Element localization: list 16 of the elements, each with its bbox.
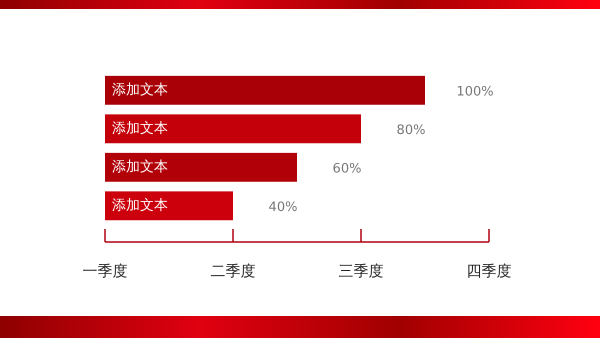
data-label: 60% xyxy=(332,162,362,177)
data-label: 100% xyxy=(456,84,494,100)
data-label: 80% xyxy=(396,123,426,138)
bar xyxy=(105,152,297,182)
bar xyxy=(105,191,233,220)
data-label: 40% xyxy=(268,200,298,216)
y-tick-label: 添加文本 xyxy=(112,120,168,136)
bar xyxy=(105,76,425,105)
y-tick-label: 添加文本 xyxy=(112,197,168,214)
y-tick-label: 添加文本 xyxy=(112,82,168,98)
bar xyxy=(105,114,361,144)
text: 二季度 xyxy=(210,262,256,280)
y-tick-label: 添加文本 xyxy=(112,158,168,175)
text: 一季度 xyxy=(82,262,128,280)
text: 三季度 xyxy=(338,262,384,280)
text: 四季度 xyxy=(466,262,512,280)
